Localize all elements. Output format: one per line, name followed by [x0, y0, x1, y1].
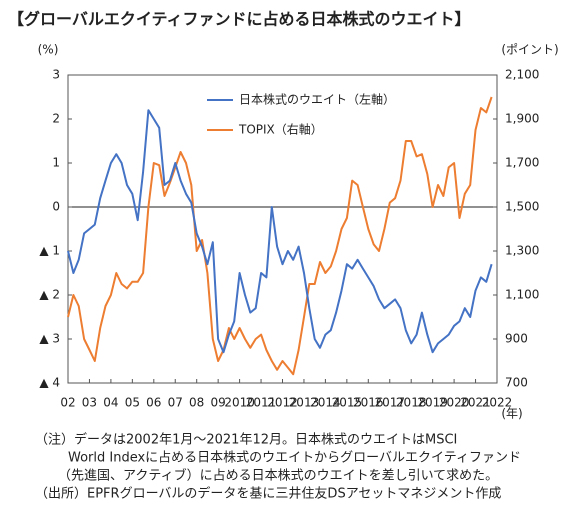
y-axis-label: (%) — [38, 43, 59, 57]
y2-tick-label: 1,500 — [505, 200, 539, 214]
y-tick-label: 1 — [52, 156, 60, 170]
legend-label: 日本株式のウエイト（左軸） — [239, 92, 395, 107]
note: （先進国、アクティブ）に占める日本株式のウエイトを差し引いて求めた。 — [58, 468, 498, 484]
x-tick-label: 2022 — [482, 396, 513, 410]
y2-tick-label: 900 — [505, 332, 528, 346]
y-tick-label: ▲ 3 — [39, 332, 60, 346]
x-tick-label: 2015 — [332, 396, 363, 410]
x-tick-label: 02 — [60, 396, 75, 410]
x-tick-label: 03 — [82, 396, 97, 410]
y-tick-label: ▲ 1 — [39, 244, 60, 258]
note: World Indexに占める日本株式のウエイトからグローバルエクイティファンド — [68, 451, 521, 466]
x-tick-label: 09 — [211, 396, 226, 410]
x-tick-label: 06 — [146, 396, 161, 410]
x-tick-label: 2018 — [396, 396, 427, 410]
x-tick-label: 2020 — [439, 396, 470, 410]
series-line — [67, 109, 493, 354]
x-tick-label: 2017 — [374, 396, 405, 410]
note: （注）データは2002年1月～2021年12月。日本株式のウエイトはMSCI — [35, 432, 457, 448]
x-tick-label: 2012 — [267, 396, 298, 410]
series-line — [67, 96, 493, 376]
legend-label: TOPIX（右軸） — [238, 122, 323, 137]
y2-tick-label: 1,300 — [505, 244, 539, 258]
x-tick-label: 2010 — [224, 396, 255, 410]
x-tick-label: 2019 — [417, 396, 448, 410]
y2-axis-label: (ポイント) — [501, 43, 558, 57]
y-tick-label: ▲ 2 — [39, 288, 60, 302]
y2-tick-label: 700 — [505, 376, 528, 390]
x-tick-label: 2014 — [310, 396, 341, 410]
y-tick-label: 3 — [52, 68, 60, 82]
x-tick-label: 07 — [168, 396, 183, 410]
x-tick-label: 2016 — [353, 396, 384, 410]
y-tick-label: 2 — [52, 112, 60, 126]
y-tick-label: ▲ 4 — [39, 376, 60, 390]
y-tick-label: 0 — [52, 200, 60, 214]
y2-tick-label: 1,700 — [505, 156, 539, 170]
x-tick-label: 2011 — [246, 396, 277, 410]
x-tick-label: 2021 — [460, 396, 491, 410]
y2-tick-label: 1,900 — [505, 112, 539, 126]
x-tick-label: 05 — [125, 396, 140, 410]
x-axis-label: (年) — [501, 407, 522, 421]
x-tick-label: 04 — [103, 396, 118, 410]
x-tick-label: 08 — [189, 396, 204, 410]
note: （出所）EPFRグローバルのデータを基に三井住友DSアセットマネジメント作成 — [35, 486, 501, 502]
y2-tick-label: 1,100 — [505, 288, 539, 302]
y2-tick-label: 2,100 — [505, 68, 539, 82]
chart-title: 【グローバルエクイティファンドに占める日本株式のウエイト】 — [8, 10, 471, 29]
x-tick-label: 2013 — [289, 396, 320, 410]
plot-frame — [67, 74, 498, 384]
